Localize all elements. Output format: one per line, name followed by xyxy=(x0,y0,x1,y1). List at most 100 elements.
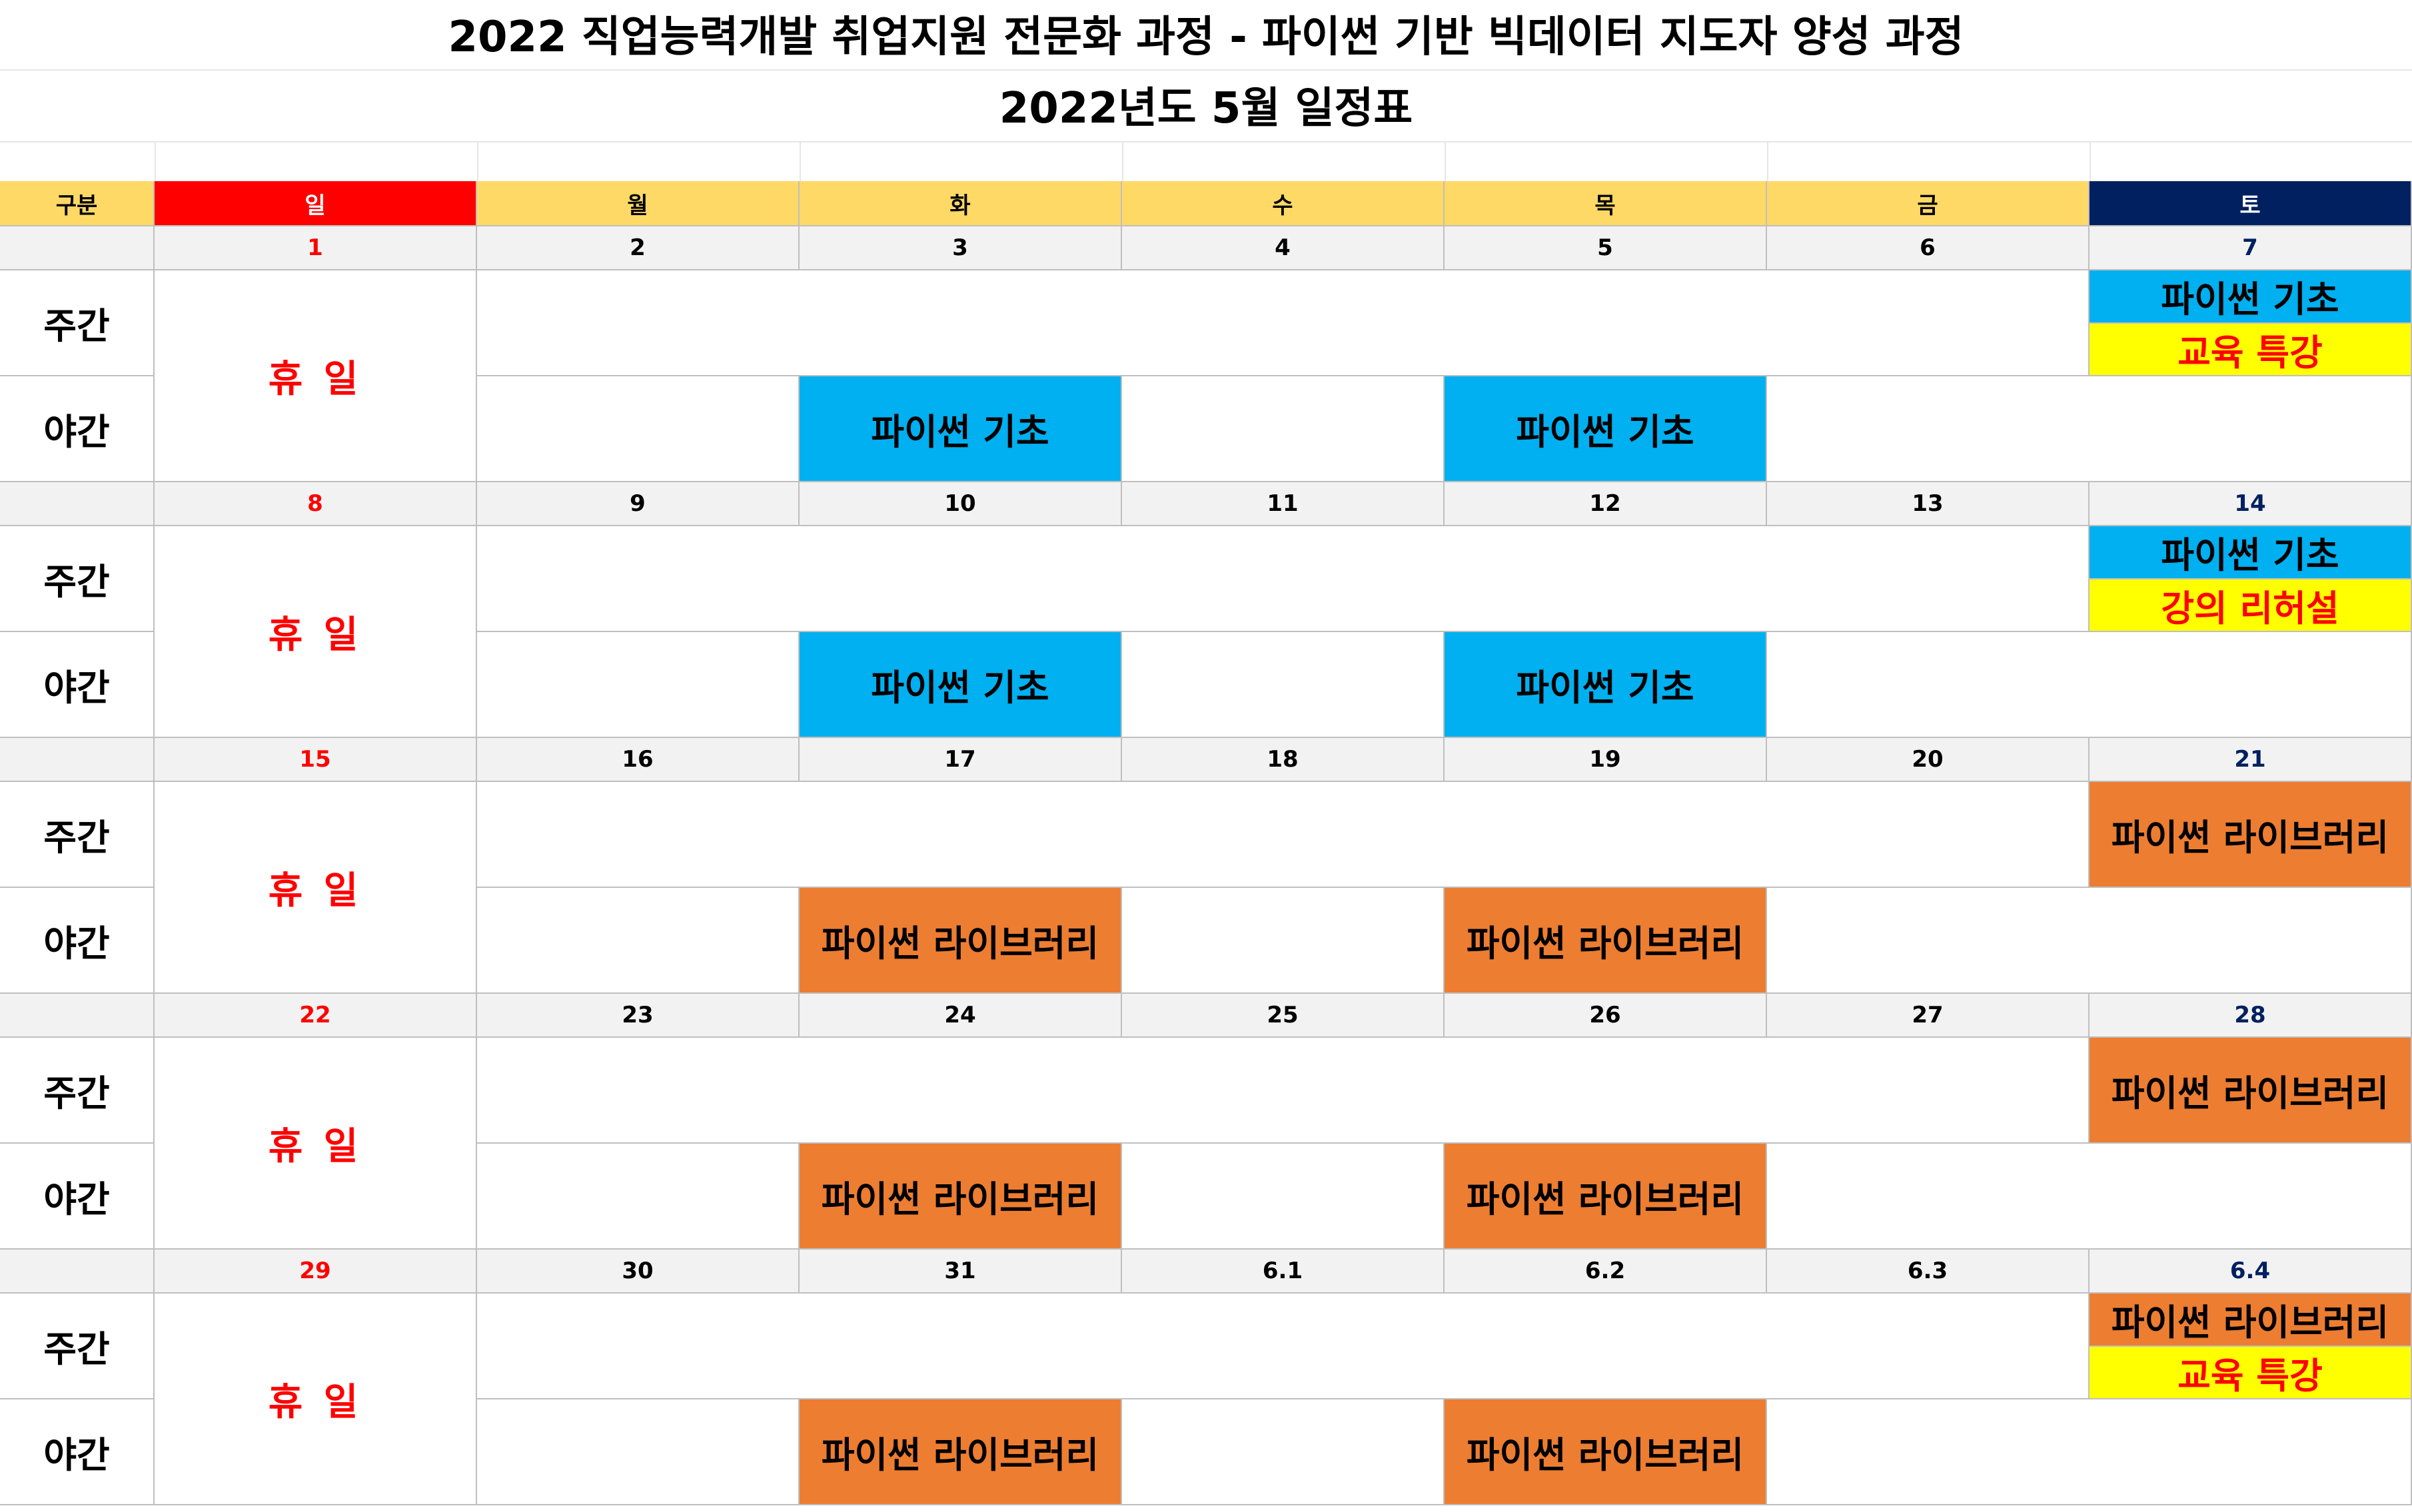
night-class-thu: 파이썬 라이브러리 xyxy=(1445,1144,1767,1250)
saturday-event: 강의 리허설 xyxy=(2090,579,2412,632)
empty-band-gridline xyxy=(155,143,156,181)
saturday-event: 파이썬 기초 xyxy=(2090,526,2412,579)
empty-band-gridline xyxy=(800,143,801,181)
night-class-thu: 파이썬 라이브러리 xyxy=(1445,888,1767,994)
date-row-blank xyxy=(0,994,155,1038)
empty-band-gridline xyxy=(1767,143,1768,181)
saturday-event: 파이썬 기초 xyxy=(2090,270,2412,324)
date-cell: 6.2 xyxy=(1445,1250,1767,1294)
row-label-day: 주간 xyxy=(0,270,155,376)
row-label-night: 야간 xyxy=(0,376,155,482)
date-cell: 1 xyxy=(155,226,477,270)
date-cell: 20 xyxy=(1767,738,2090,782)
date-cell: 9 xyxy=(477,482,800,526)
empty-band-gridline xyxy=(1122,143,1123,181)
night-empty xyxy=(1767,1144,2412,1250)
date-row-blank xyxy=(0,1250,155,1294)
date-cell: 18 xyxy=(1122,738,1445,782)
date-cell: 4 xyxy=(1122,226,1445,270)
date-row-blank xyxy=(0,482,155,526)
row-label-night: 야간 xyxy=(0,1144,155,1250)
day-row-empty xyxy=(477,1038,2090,1144)
night-empty xyxy=(477,376,800,482)
night-class-thu: 파이썬 기초 xyxy=(1445,632,1767,738)
sunday-holiday: 휴 일 xyxy=(155,1038,477,1250)
date-cell: 31 xyxy=(800,1250,1122,1294)
sunday-holiday: 휴 일 xyxy=(155,526,477,738)
date-cell: 15 xyxy=(155,738,477,782)
row-label-day: 주간 xyxy=(0,1294,155,1399)
night-empty xyxy=(1767,376,2412,482)
day-row-empty xyxy=(477,270,2090,376)
night-class-tue: 파이썬 라이브러리 xyxy=(800,888,1122,994)
empty-band-gridline xyxy=(1445,143,1446,181)
date-cell: 7 xyxy=(2090,226,2412,270)
night-class-tue: 파이썬 라이브러리 xyxy=(800,1399,1122,1505)
header-day: 수 xyxy=(1122,181,1445,226)
date-cell: 30 xyxy=(477,1250,800,1294)
date-row-blank xyxy=(0,738,155,782)
night-empty xyxy=(1767,632,2412,738)
date-cell: 6 xyxy=(1767,226,2090,270)
night-empty xyxy=(1122,376,1445,482)
date-cell: 2 xyxy=(477,226,800,270)
night-empty xyxy=(477,1144,800,1250)
date-cell: 5 xyxy=(1445,226,1767,270)
header-day: 토 xyxy=(2090,181,2412,226)
night-empty xyxy=(477,1399,800,1505)
saturday-event: 파이썬 라이브러리 xyxy=(2090,782,2412,888)
night-class-tue: 파이썬 기초 xyxy=(800,376,1122,482)
row-label-day: 주간 xyxy=(0,526,155,632)
date-cell: 13 xyxy=(1767,482,2090,526)
night-empty xyxy=(1767,888,2412,994)
row-label-night: 야간 xyxy=(0,888,155,994)
header-day: 일 xyxy=(155,181,477,226)
date-cell: 26 xyxy=(1445,994,1767,1038)
day-row-empty xyxy=(477,526,2090,632)
row-label-day: 주간 xyxy=(0,782,155,888)
subtitle-divider xyxy=(0,141,2412,143)
day-row-empty xyxy=(477,1294,2090,1399)
sunday-holiday: 휴 일 xyxy=(155,1294,477,1505)
header-day: 월 xyxy=(477,181,800,226)
date-cell: 27 xyxy=(1767,994,2090,1038)
night-empty xyxy=(1767,1399,2412,1505)
night-class-thu: 파이썬 라이브러리 xyxy=(1445,1399,1767,1505)
date-cell: 21 xyxy=(2090,738,2412,782)
date-cell: 28 xyxy=(2090,994,2412,1038)
date-cell: 23 xyxy=(477,994,800,1038)
date-cell: 14 xyxy=(2090,482,2412,526)
date-cell: 29 xyxy=(155,1250,477,1294)
empty-band-gridline xyxy=(477,143,478,181)
header-day: 목 xyxy=(1445,181,1767,226)
date-cell: 6.4 xyxy=(2090,1250,2412,1294)
saturday-event: 교육 특강 xyxy=(2090,323,2412,376)
night-empty xyxy=(1122,1144,1445,1250)
date-cell: 12 xyxy=(1445,482,1767,526)
date-cell: 11 xyxy=(1122,482,1445,526)
header-day: 금 xyxy=(1767,181,2090,226)
day-row-empty xyxy=(477,782,2090,888)
night-class-thu: 파이썬 기초 xyxy=(1445,376,1767,482)
date-cell: 25 xyxy=(1122,994,1445,1038)
saturday-event: 파이썬 라이브러리 xyxy=(2090,1038,2412,1144)
date-cell: 3 xyxy=(800,226,1122,270)
saturday-event: 교육 특강 xyxy=(2090,1346,2412,1399)
header-division: 구분 xyxy=(0,181,155,226)
row-label-night: 야간 xyxy=(0,1399,155,1505)
date-cell: 6.3 xyxy=(1767,1250,2090,1294)
date-cell: 8 xyxy=(155,482,477,526)
date-cell: 16 xyxy=(477,738,800,782)
empty-band-gridline xyxy=(2090,143,2091,181)
row-label-night: 야간 xyxy=(0,632,155,738)
page-subtitle: 2022년도 5월 일정표 xyxy=(999,84,1413,133)
date-cell: 24 xyxy=(800,994,1122,1038)
sunday-holiday: 휴 일 xyxy=(155,782,477,994)
date-cell: 19 xyxy=(1445,738,1767,782)
night-empty xyxy=(1122,888,1445,994)
date-row-blank xyxy=(0,226,155,270)
header-day: 화 xyxy=(800,181,1122,226)
night-empty xyxy=(1122,632,1445,738)
date-cell: 6.1 xyxy=(1122,1250,1445,1294)
night-class-tue: 파이썬 기초 xyxy=(800,632,1122,738)
